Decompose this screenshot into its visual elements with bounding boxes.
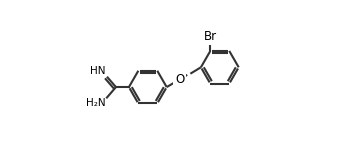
Text: Br: Br [203, 30, 217, 43]
Text: HN: HN [90, 66, 106, 76]
Text: O: O [175, 73, 184, 86]
Text: H₂N: H₂N [86, 98, 106, 108]
